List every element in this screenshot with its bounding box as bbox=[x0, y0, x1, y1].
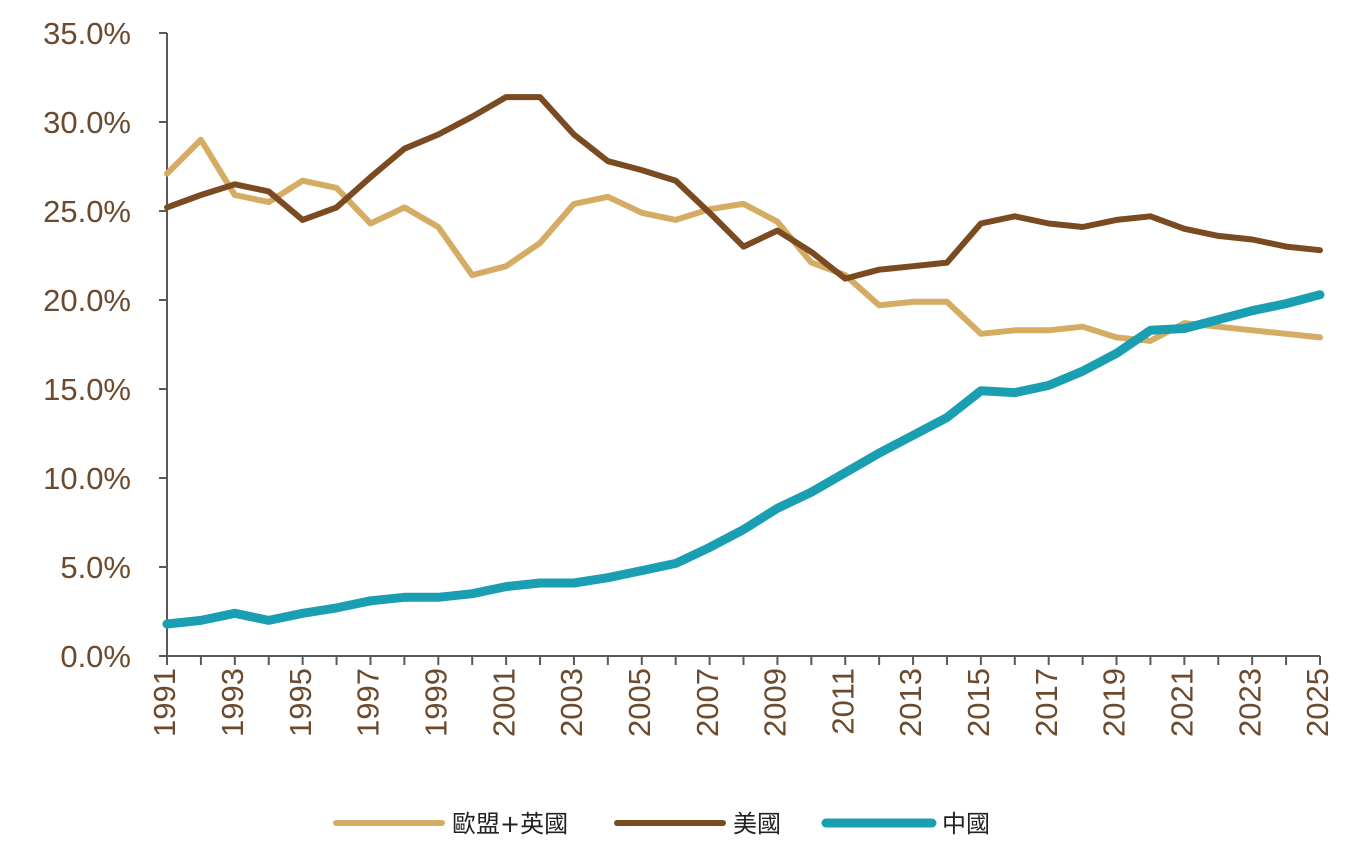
y-tick-label: 5.0% bbox=[60, 550, 131, 585]
x-tick-label: 2013 bbox=[893, 668, 928, 737]
legend-label: 歐盟+英國 bbox=[452, 810, 568, 838]
legend-label: 美國 bbox=[733, 810, 781, 838]
series-line bbox=[162, 290, 1325, 629]
x-tick-label: 2011 bbox=[825, 668, 860, 735]
x-tick-label: 2021 bbox=[1165, 668, 1200, 737]
x-tick-label: 1993 bbox=[215, 668, 250, 737]
x-tick-label: 2023 bbox=[1232, 668, 1267, 737]
x-tick-label: 2007 bbox=[690, 668, 725, 737]
x-tick-label: 1999 bbox=[418, 668, 453, 737]
y-tick-label: 10.0% bbox=[43, 461, 131, 496]
y-tick-label: 35.0% bbox=[43, 16, 131, 51]
x-tick-label: 2005 bbox=[622, 668, 657, 737]
y-tick-label: 20.0% bbox=[43, 283, 131, 318]
y-tick-label: 0.0% bbox=[60, 639, 131, 674]
x-tick-label: 2019 bbox=[1097, 668, 1132, 737]
y-tick-label: 25.0% bbox=[43, 194, 131, 229]
y-tick-label: 15.0% bbox=[43, 372, 131, 407]
x-tick-label: 2017 bbox=[1029, 668, 1064, 737]
x-axis-ticks: 1991 1993 1995 1997 1999 2001 2003 2005 2007 2009… bbox=[147, 656, 1335, 737]
series-line bbox=[164, 136, 1323, 344]
x-tick-label: 1997 bbox=[351, 668, 386, 737]
x-tick-label: 1991 bbox=[147, 668, 182, 737]
series-line bbox=[164, 94, 1323, 282]
x-tick-label: 2025 bbox=[1300, 668, 1335, 737]
x-tick-label: 2009 bbox=[758, 668, 793, 737]
legend: 歐盟+英國 美國 中國 bbox=[333, 810, 990, 838]
y-tick-label: 30.0% bbox=[43, 105, 131, 140]
y-axis-ticks: 0.0% 5.0% 10.0% 15.0% 20.0% 25.0% 30.0% 35.0% bbox=[43, 16, 167, 674]
x-tick-label: 2003 bbox=[554, 668, 589, 737]
x-tick-label: 2001 bbox=[486, 668, 521, 737]
series-lines bbox=[162, 94, 1325, 629]
x-tick-label: 2015 bbox=[961, 668, 996, 737]
legend-label: 中國 bbox=[942, 810, 990, 838]
x-tick-label: 1995 bbox=[283, 668, 318, 737]
